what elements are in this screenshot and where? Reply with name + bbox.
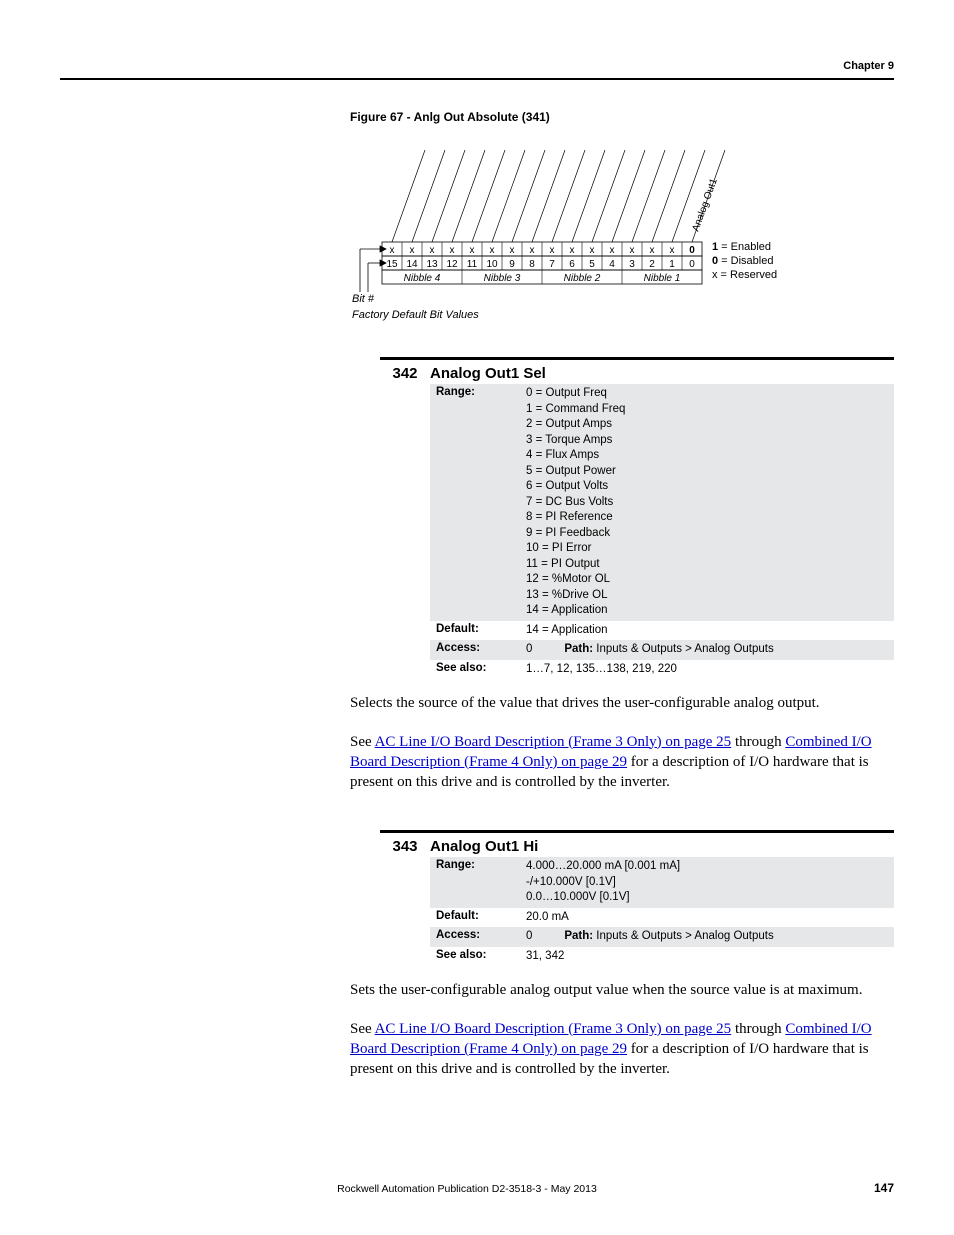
svg-text:15: 15 [386,259,398,270]
svg-text:x = Reserved: x = Reserved [712,269,777,281]
svg-text:x: x [390,245,395,256]
svg-text:x: x [650,245,655,256]
svg-text:x: x [590,245,595,256]
param-343-title: Analog Out1 Hi [430,838,538,855]
param-342-number: 342 [380,365,430,382]
svg-text:7: 7 [549,259,555,270]
link-frame3-b[interactable]: AC Line I/O Board Description (Frame 3 O… [375,1021,732,1037]
access-label: Access: [430,640,520,660]
param-343-number: 343 [380,838,430,855]
svg-text:x: x [410,245,415,256]
header-rule [60,78,894,80]
svg-text:0: 0 [689,245,695,256]
default-value: 14 = Application [520,621,894,641]
svg-text:x: x [530,245,535,256]
svg-text:8: 8 [529,259,535,270]
range-label: Range: [430,384,520,621]
range-label: Range: [430,857,520,908]
svg-text:x: x [450,245,455,256]
svg-text:Nibble 3: Nibble 3 [484,273,521,284]
param-342-table: Range: 0 = Output Freq 1 = Command Freq … [430,384,894,679]
access-value: 0 Path: Inputs & Outputs > Analog Output… [520,927,894,947]
svg-text:Analog Out1: Analog Out1 [690,177,720,233]
seealso-value: 31, 342 [520,947,894,967]
seealso-label: See also: [430,660,520,680]
range-values: 0 = Output Freq 1 = Command Freq 2 = Out… [520,384,894,621]
svg-text:x: x [610,245,615,256]
svg-text:3: 3 [629,259,635,270]
seealso-label: See also: [430,947,520,967]
param-343-block: 343 Analog Out1 Hi Range: 4.000…20.000 m… [350,830,894,966]
footer-page-number: 147 [874,1181,894,1195]
svg-text:x: x [550,245,555,256]
param-343-refs: See AC Line I/O Board Description (Frame… [350,1019,894,1080]
seealso-value: 1…7, 12, 135…138, 219, 220 [520,660,894,680]
svg-text:0 = Disabled: 0 = Disabled [712,255,773,267]
chapter-label: Chapter 9 [60,60,894,72]
svg-text:Nibble 2: Nibble 2 [564,273,601,284]
svg-text:x: x [430,245,435,256]
svg-text:1 = Enabled: 1 = Enabled [712,241,771,253]
svg-text:x: x [670,245,675,256]
param-342-rule [380,357,894,360]
figure-diagram: Analog Out1 [350,132,894,327]
default-label: Default: [430,908,520,928]
svg-text:12: 12 [446,259,458,270]
svg-text:0: 0 [689,259,695,270]
param-343-table: Range: 4.000…20.000 mA [0.001 mA] -/+10.… [430,857,894,966]
svg-text:x: x [570,245,575,256]
svg-text:Factory Default Bit Values: Factory Default Bit Values [352,309,479,321]
svg-text:10: 10 [486,259,498,270]
svg-text:Bit #: Bit # [352,293,375,305]
svg-text:x: x [470,245,475,256]
figure-caption: Figure 67 - Anlg Out Absolute (341) [350,110,894,124]
link-frame3-a[interactable]: AC Line I/O Board Description (Frame 3 O… [375,734,732,750]
param-342-title: Analog Out1 Sel [430,365,546,382]
svg-text:9: 9 [509,259,515,270]
param-342-desc: Selects the source of the value that dri… [350,693,894,713]
default-value: 20.0 mA [520,908,894,928]
svg-text:Nibble 1: Nibble 1 [644,273,681,284]
svg-text:Nibble 4: Nibble 4 [404,273,441,284]
param-343-rule [380,830,894,833]
footer-publication: Rockwell Automation Publication D2-3518-… [60,1183,874,1195]
svg-text:5: 5 [589,259,595,270]
svg-text:x: x [630,245,635,256]
page-footer: Rockwell Automation Publication D2-3518-… [60,1181,894,1195]
svg-text:x: x [510,245,515,256]
svg-text:11: 11 [467,259,478,270]
param-342-block: 342 Analog Out1 Sel Range: 0 = Output Fr… [350,357,894,679]
svg-text:4: 4 [609,259,615,270]
access-value: 0 Path: Inputs & Outputs > Analog Output… [520,640,894,660]
param-342-refs: See AC Line I/O Board Description (Frame… [350,732,894,793]
access-label: Access: [430,927,520,947]
svg-text:6: 6 [569,259,575,270]
svg-text:14: 14 [406,259,418,270]
default-label: Default: [430,621,520,641]
svg-text:x: x [490,245,495,256]
svg-text:1: 1 [669,259,675,270]
param-343-desc: Sets the user-configurable analog output… [350,980,894,1000]
range-values: 4.000…20.000 mA [0.001 mA] -/+10.000V [0… [520,857,894,908]
svg-text:2: 2 [649,259,655,270]
svg-text:13: 13 [426,259,438,270]
